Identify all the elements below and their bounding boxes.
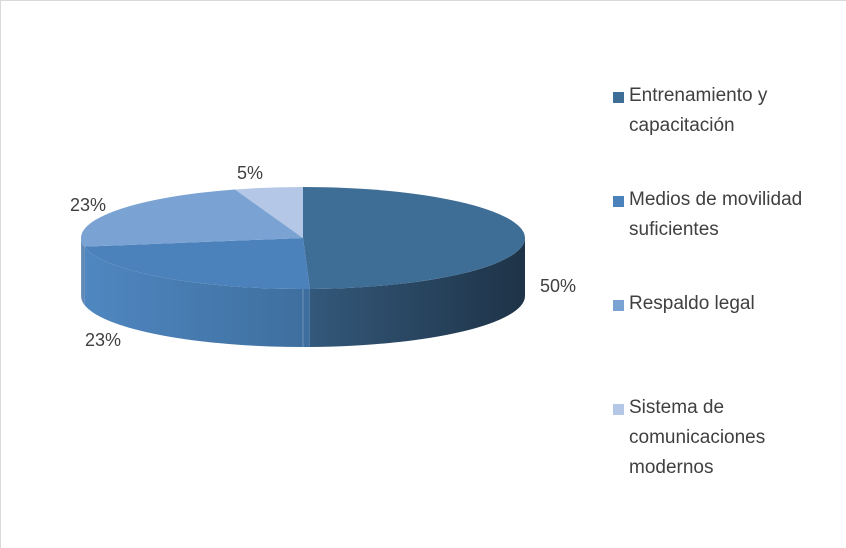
legend-label: Entrenamiento y capacitación (629, 85, 768, 136)
legend-swatch (613, 404, 624, 415)
data-label: 23% (85, 330, 121, 350)
legend-label: Sistema de comunicaciones modernos (629, 397, 766, 478)
data-labels: 50% 23% 23% 5% (70, 163, 576, 350)
legend-item: Entrenamiento y capacitación (613, 85, 829, 141)
data-label: 23% (70, 195, 106, 215)
data-label: 50% (540, 276, 576, 296)
pie-slice (84, 238, 310, 289)
pie-slice (303, 187, 526, 289)
pie-slice-side (84, 246, 310, 347)
pie-tops (80, 187, 526, 289)
legend-label: Respaldo legal (629, 293, 755, 314)
data-label: 5% (237, 163, 263, 183)
legend-item: Sistema de comunicaciones modernos (613, 397, 799, 483)
legend-swatch (613, 92, 624, 103)
legend-swatch (613, 300, 624, 311)
pie-slice-side (309, 238, 525, 347)
pie-slice-side (81, 238, 85, 305)
legend-item: Medios de movilidad suficientes (613, 189, 844, 245)
legend-label: Medios de movilidad suficientes (629, 189, 803, 240)
legend-item: Respaldo legal (613, 293, 829, 319)
legend-swatch (613, 196, 624, 207)
pie-sides (81, 238, 525, 347)
pie-slice (235, 187, 303, 238)
pie-slice (80, 189, 303, 247)
